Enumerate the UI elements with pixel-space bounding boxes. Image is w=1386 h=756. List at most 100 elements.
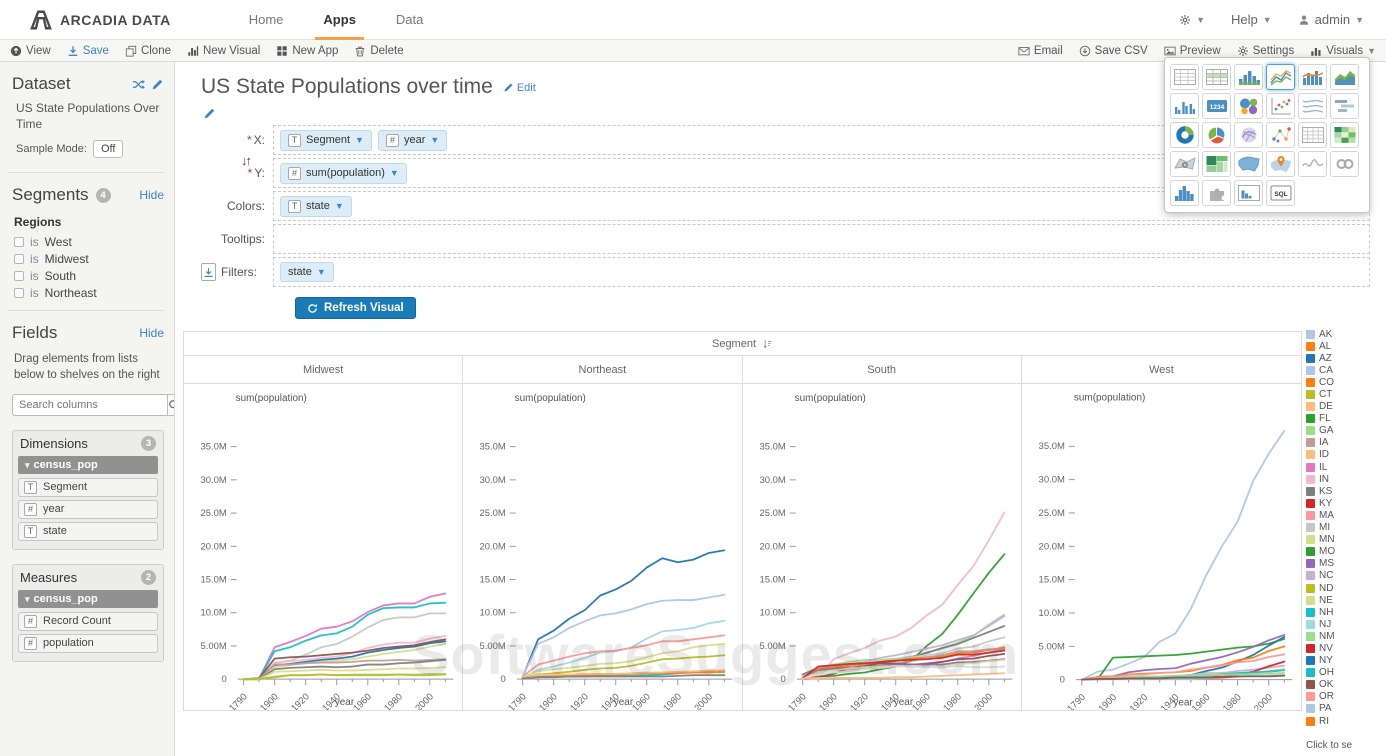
visual-type-flow-lines[interactable] xyxy=(1298,93,1327,119)
shelf-pill-state[interactable]: state▼ xyxy=(280,262,334,282)
field-year[interactable]: #year xyxy=(18,500,158,519)
nav-tab-apps[interactable]: Apps xyxy=(303,0,376,40)
search-columns-input[interactable] xyxy=(12,394,167,416)
visual-type-choropleth-map[interactable] xyxy=(1234,151,1263,177)
legend-item-AL[interactable]: AL xyxy=(1306,340,1378,352)
toolbar-delete-button[interactable]: Delete xyxy=(354,45,403,57)
help-menu[interactable]: Help▼ xyxy=(1231,12,1272,27)
toolbar-preview-button[interactable]: Preview xyxy=(1164,45,1221,57)
visual-type-treemap[interactable] xyxy=(1202,151,1231,177)
legend-item-IL[interactable]: IL xyxy=(1306,461,1378,473)
visual-type-area-chart[interactable] xyxy=(1330,64,1359,90)
legend-item-KY[interactable]: KY xyxy=(1306,497,1378,509)
toolbar-new-app-button[interactable]: New App xyxy=(276,45,338,57)
legend-item-NE[interactable]: NE xyxy=(1306,594,1378,606)
field-state[interactable]: Tstate xyxy=(18,522,158,541)
toolbar-new-visual-button[interactable]: New Visual xyxy=(187,45,260,57)
toolbar-clone-button[interactable]: Clone xyxy=(125,45,171,57)
visual-type-grouped-bars[interactable] xyxy=(1170,93,1199,119)
toolbar-email-button[interactable]: Email xyxy=(1018,45,1063,57)
visual-type-line-chart[interactable] xyxy=(1266,64,1295,90)
legend-item-NC[interactable]: NC xyxy=(1306,570,1378,582)
measures-group-census-pop[interactable]: ▾census_pop xyxy=(18,590,158,608)
edit-dataset-pencil-icon[interactable] xyxy=(151,78,164,91)
facet-panel-west[interactable]: sum(population)05.00M10.0M15.0M20.0M25.0… xyxy=(1022,384,1301,710)
visual-type-network[interactable] xyxy=(1266,122,1295,148)
facet-panel-south[interactable]: sum(population)05.00M10.0M15.0M20.0M25.0… xyxy=(743,384,1022,710)
legend-item-IN[interactable]: IN xyxy=(1306,473,1378,485)
visual-type-donut[interactable] xyxy=(1170,122,1199,148)
swap-xy-icon[interactable]: ↓↑ xyxy=(241,153,250,168)
visual-type-gantt[interactable] xyxy=(1330,93,1359,119)
visual-type-sparkline[interactable] xyxy=(1298,151,1327,177)
segment-checkbox[interactable] xyxy=(14,254,24,264)
segments-hide-link[interactable]: Hide xyxy=(139,188,164,202)
shuffle-icon[interactable] xyxy=(132,78,145,91)
facet-field-header[interactable]: Segment xyxy=(184,332,1301,356)
user-menu[interactable]: admin▼ xyxy=(1298,12,1364,27)
edit-shelves-pencil-icon[interactable] xyxy=(203,107,216,120)
field-segment[interactable]: TSegment xyxy=(18,478,158,497)
filters-shelf[interactable]: state▼ xyxy=(273,257,1370,287)
visual-type-packed-bubbles[interactable] xyxy=(1234,93,1263,119)
visual-type-kpi[interactable]: 1234 xyxy=(1202,93,1231,119)
legend-item-AZ[interactable]: AZ xyxy=(1306,352,1378,364)
legend-item-ID[interactable]: ID xyxy=(1306,449,1378,461)
legend-item-MS[interactable]: MS xyxy=(1306,558,1378,570)
segment-checkbox[interactable] xyxy=(14,271,24,281)
shelf-pill-state[interactable]: Tstate▼ xyxy=(280,196,352,217)
legend-item-IA[interactable]: IA xyxy=(1306,437,1378,449)
legend-item-GA[interactable]: GA xyxy=(1306,425,1378,437)
admin-gear-menu[interactable]: ▼ xyxy=(1179,14,1205,26)
legend-item-CA[interactable]: CA xyxy=(1306,364,1378,376)
legend-item-CT[interactable]: CT xyxy=(1306,388,1378,400)
sample-mode-toggle[interactable]: Off xyxy=(93,140,123,158)
visual-type-pie[interactable] xyxy=(1202,122,1231,148)
segment-checkbox[interactable] xyxy=(14,237,24,247)
shelf-pill-segment[interactable]: TSegment▼ xyxy=(280,130,372,151)
legend-item-KS[interactable]: KS xyxy=(1306,485,1378,497)
legend-item-NH[interactable]: NH xyxy=(1306,606,1378,618)
shelf-pill-year[interactable]: #year▼ xyxy=(378,130,447,151)
legend-item-NV[interactable]: NV xyxy=(1306,642,1378,654)
toolbar-view-button[interactable]: View xyxy=(10,45,51,57)
legend-item-PA[interactable]: PA xyxy=(1306,703,1378,715)
visual-type-chord[interactable] xyxy=(1234,122,1263,148)
visual-type-cross-tab[interactable] xyxy=(1202,64,1231,90)
legend-item-MN[interactable]: MN xyxy=(1306,534,1378,546)
brand-logo[interactable]: ARCADIA DATA xyxy=(30,9,171,31)
legend-item-ND[interactable]: ND xyxy=(1306,582,1378,594)
visual-type-scatter[interactable] xyxy=(1266,93,1295,119)
legend-item-CO[interactable]: CO xyxy=(1306,376,1378,388)
field-record-count[interactable]: #Record Count xyxy=(18,612,158,631)
search-button[interactable] xyxy=(167,394,175,416)
visual-type-extension[interactable] xyxy=(1202,180,1231,206)
dimensions-group-census-pop[interactable]: ▾census_pop xyxy=(18,456,158,474)
nav-tab-data[interactable]: Data xyxy=(376,0,443,40)
legend-item-FL[interactable]: FL xyxy=(1306,413,1378,425)
legend-item-MA[interactable]: MA xyxy=(1306,509,1378,521)
toolbar-settings-button[interactable]: Settings xyxy=(1237,45,1295,57)
legend-item-NJ[interactable]: NJ xyxy=(1306,618,1378,630)
toolbar-save-csv-button[interactable]: Save CSV xyxy=(1079,45,1148,57)
legend-item-NM[interactable]: NM xyxy=(1306,630,1378,642)
visual-type-histogram[interactable] xyxy=(1170,180,1199,206)
visual-type-sql[interactable]: SQL xyxy=(1266,180,1295,206)
legend-item-OH[interactable]: OH xyxy=(1306,667,1378,679)
edit-title-link[interactable]: Edit xyxy=(503,82,536,94)
legend-item-MO[interactable]: MO xyxy=(1306,546,1378,558)
refresh-visual-button[interactable]: Refresh Visual xyxy=(295,297,416,319)
field-population[interactable]: #population xyxy=(18,634,158,653)
visual-type-bar-chart[interactable] xyxy=(1234,64,1263,90)
legend-item-OR[interactable]: OR xyxy=(1306,691,1378,703)
toolbar-save-button[interactable]: Save xyxy=(67,45,109,57)
visual-type-combo-chart[interactable] xyxy=(1298,64,1327,90)
visual-type-link[interactable] xyxy=(1330,151,1359,177)
legend-item-DE[interactable]: DE xyxy=(1306,401,1378,413)
visual-type-grid-heatmap[interactable] xyxy=(1298,122,1327,148)
fields-hide-link[interactable]: Hide xyxy=(139,326,164,340)
legend-item-RI[interactable]: RI xyxy=(1306,715,1378,727)
tooltips-shelf[interactable] xyxy=(273,224,1370,254)
shelf-pill-sum-population-[interactable]: #sum(population)▼ xyxy=(280,163,407,184)
segment-checkbox[interactable] xyxy=(14,288,24,298)
